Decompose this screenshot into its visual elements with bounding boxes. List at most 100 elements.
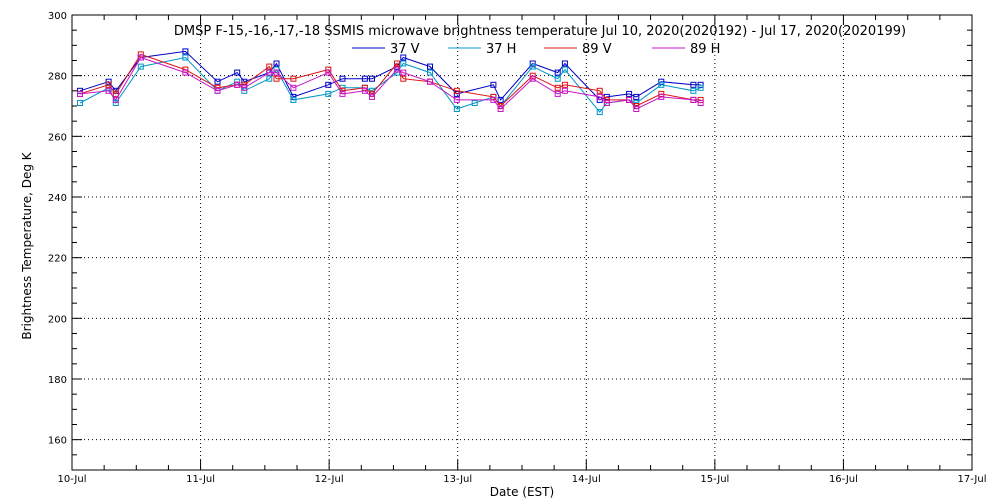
series-line (79, 56, 701, 110)
data-point (561, 81, 568, 88)
data-point (214, 87, 221, 94)
data-point (529, 63, 536, 70)
data-point (690, 81, 697, 88)
data-point (112, 96, 119, 103)
y-tick-label: 240 (48, 193, 67, 204)
data-point (234, 78, 241, 85)
data-point (603, 100, 610, 106)
data-point (561, 60, 568, 67)
data-point (182, 69, 189, 76)
data-series (77, 48, 704, 116)
data-point (453, 106, 460, 112)
data-point (266, 75, 273, 82)
data-point (325, 81, 332, 88)
legend-label: 37 V (390, 42, 420, 57)
data-point (394, 60, 400, 67)
data-point (325, 69, 332, 76)
y-tick-label: 260 (48, 132, 67, 143)
data-point (339, 90, 346, 97)
data-point (697, 100, 704, 106)
data-point (112, 90, 119, 97)
data-point (554, 69, 561, 76)
data-point (266, 63, 273, 70)
data-point (241, 84, 248, 91)
data-point (400, 60, 407, 67)
data-point (453, 87, 460, 94)
data-point (273, 60, 280, 67)
data-point (427, 69, 433, 76)
data-point (266, 69, 273, 76)
data-point (697, 96, 704, 103)
data-point (497, 106, 504, 112)
data-point (453, 96, 460, 103)
data-point (697, 84, 704, 91)
data-point (182, 54, 189, 61)
data-point (690, 87, 697, 94)
data-point (626, 96, 633, 103)
data-point (234, 81, 241, 88)
data-point (77, 90, 83, 97)
data-point (105, 81, 112, 88)
data-point (596, 109, 603, 116)
data-point (273, 75, 280, 82)
data-point (554, 84, 561, 91)
data-point (137, 51, 144, 58)
x-tick-label: 10-Jul (58, 474, 87, 485)
data-point (361, 75, 368, 82)
data-point (77, 87, 83, 94)
x-tick-label: 16-Jul (829, 474, 858, 485)
data-point (290, 84, 297, 91)
chart-title: DMSP F-15,-16,-17,-18 SSMIS microwave br… (174, 24, 906, 39)
data-point (561, 66, 568, 73)
data-point (658, 78, 665, 85)
data-point (490, 81, 497, 88)
data-point (105, 87, 112, 94)
y-tick-label: 180 (48, 375, 67, 386)
data-point (554, 75, 561, 82)
data-point (658, 93, 665, 100)
legend-label: 37 H (486, 42, 516, 57)
data-point (427, 63, 433, 70)
data-point (561, 87, 568, 94)
data-point (453, 90, 460, 97)
legend-label: 89 V (582, 42, 612, 57)
y-tick-label: 300 (48, 11, 67, 22)
data-point (182, 48, 189, 55)
data-point (273, 69, 280, 76)
data-point (427, 78, 433, 85)
data-point (554, 90, 561, 97)
y-tick-label: 200 (48, 314, 67, 325)
x-tick-label: 14-Jul (572, 474, 601, 485)
legend-label: 89 H (690, 42, 720, 57)
y-tick-label: 160 (48, 436, 67, 447)
y-tick-label: 220 (48, 254, 67, 265)
x-tick-label: 13-Jul (443, 474, 472, 485)
data-point (658, 81, 665, 88)
data-point (626, 90, 633, 97)
data-point (105, 78, 112, 85)
data-point (400, 75, 407, 82)
data-point (471, 100, 478, 106)
y-axis-label: Brightness Temperature, Deg K (20, 151, 34, 339)
data-point (596, 87, 603, 94)
data-point (290, 96, 297, 103)
axis-ticks: 10-Jul 11-Jul 12-Jul 13-Jul 14-Jul 15-Jul 16-J… (48, 11, 987, 485)
data-point (137, 54, 144, 61)
data-point (369, 93, 375, 100)
data-point (490, 96, 497, 103)
data-point (690, 96, 697, 103)
x-tick-label: 12-Jul (315, 474, 344, 485)
legend: 37 V 37 H 89 V 89 H (352, 42, 720, 57)
data-point (339, 75, 346, 82)
data-point (497, 96, 504, 103)
data-point (290, 75, 297, 82)
x-axis-label: Date (EST) (490, 485, 554, 499)
data-point (214, 78, 221, 85)
data-point (400, 69, 407, 76)
data-point (633, 93, 640, 100)
data-point (369, 75, 375, 82)
x-tick-label: 15-Jul (700, 474, 729, 485)
data-point (529, 75, 536, 82)
